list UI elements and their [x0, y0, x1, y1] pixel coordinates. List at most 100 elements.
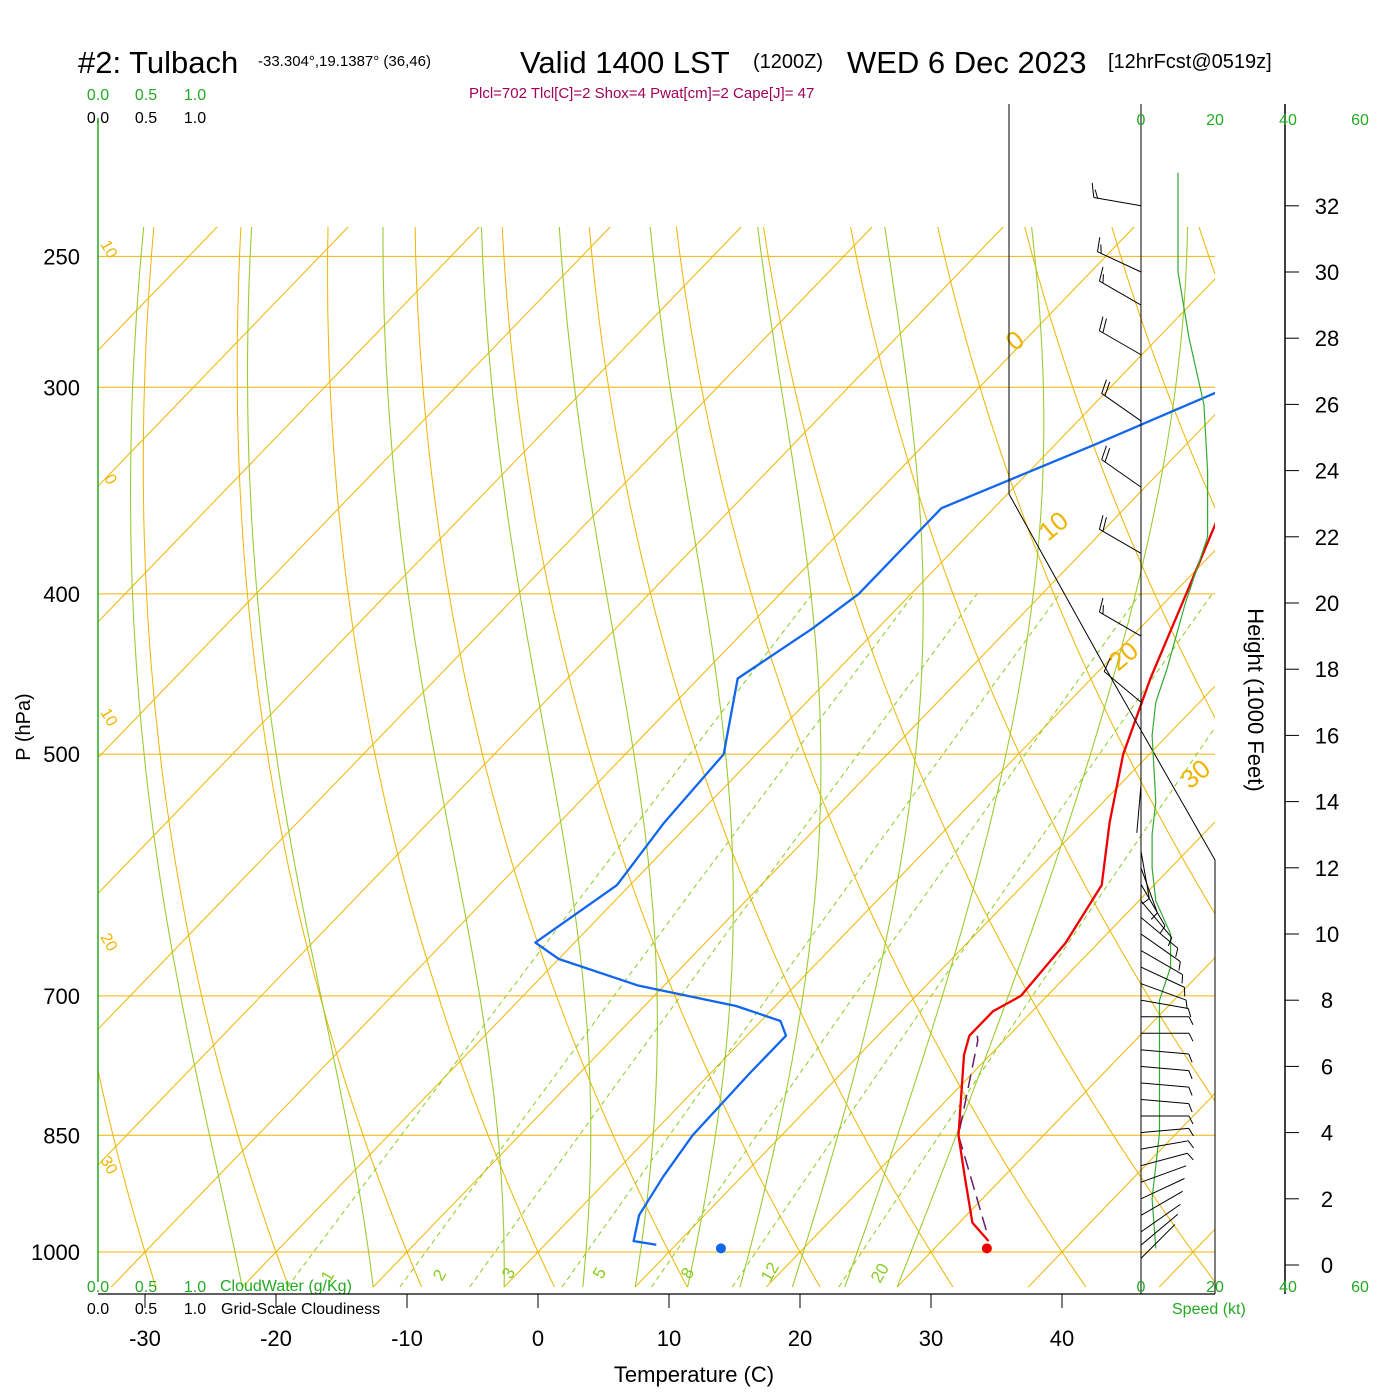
mixing-ratio-line: [838, 726, 1215, 1288]
forecast-label: [12hrFcst@0519z]: [1108, 51, 1272, 73]
wind-barb-feather: [1181, 974, 1184, 984]
cloudiness-tick-bottom: 0.5: [135, 1301, 157, 1318]
moist-adiabat-line: [382, 227, 505, 1287]
cloudiness-tick-bottom: 1.0: [184, 1301, 206, 1318]
dry-adiabat-line: [1373, 227, 1400, 1287]
wind-barb-feather: [1188, 1103, 1193, 1113]
wind-barb-staff: [1101, 393, 1142, 422]
isotherm-label: 30: [97, 1154, 121, 1178]
wind-barb-feather: [1098, 597, 1104, 613]
mixing-ratio-line: [287, 593, 813, 1288]
sounding-profiles: [534, 391, 1215, 1254]
wind-barb-feather: [1104, 447, 1111, 463]
wind-barb: [1140, 1082, 1193, 1096]
height-axis-label: Height (1000 Feet): [1243, 608, 1268, 791]
moist-adiabat-line: [739, 226, 822, 1288]
wind-barb-feather: [1188, 1033, 1194, 1042]
wind-barb-staff: [1140, 1190, 1183, 1216]
mixing-ratio-label: 2: [429, 1266, 450, 1284]
wind-barb: [1141, 1032, 1194, 1042]
dry-adiabat-label: 0: [1000, 324, 1030, 356]
wind-barb-feather: [1175, 948, 1179, 958]
x-axis-label: Temperature (C): [614, 1362, 774, 1387]
height-tick-label: 8: [1321, 988, 1333, 1013]
mixing-ratio-label: 20: [867, 1260, 893, 1286]
dry-adiabat-line: [1198, 226, 1215, 276]
valid-date: WED 6 Dec 2023: [847, 45, 1087, 80]
wind-barb-staff: [1140, 999, 1189, 1010]
wind-barb: [1140, 1099, 1193, 1113]
wind-barb-staff: [1101, 459, 1142, 488]
height-tick-label: 16: [1315, 723, 1339, 748]
isotherm-label: 10: [97, 238, 121, 262]
wind-barb-feather: [1178, 961, 1181, 971]
wind-barb: [1140, 950, 1184, 984]
wind-barb-feather: [1102, 605, 1104, 615]
dry-adiabat-line: [937, 226, 1215, 915]
wind-barb-staff: [1099, 280, 1142, 306]
wind-barb-feather: [1187, 1008, 1192, 1018]
dry-adiabat-line: [850, 226, 1215, 1102]
dry-adiabat-line: [1286, 227, 1400, 1287]
wind-barb-feather: [1091, 182, 1095, 198]
temperature-line: [957, 522, 1215, 1242]
moist-adiabat-line: [649, 226, 734, 1288]
wind-barb-staff: [1140, 966, 1185, 988]
wind-barb-staff: [1140, 1140, 1189, 1150]
x-tick-label: 30: [919, 1326, 943, 1351]
wind-barb-staff: [1140, 917, 1179, 949]
speed-tick-bottom: 40: [1279, 1279, 1297, 1296]
wind-barb: [1140, 1165, 1187, 1183]
wind-barb: [1098, 266, 1142, 306]
wind-barb-feather: [1102, 274, 1104, 284]
wind-barb-staff: [1140, 1213, 1179, 1246]
moist-adiabat-line: [480, 226, 592, 1288]
height-tick-label: 6: [1321, 1054, 1333, 1079]
wind-barb-staff: [1140, 1152, 1188, 1167]
wind-barb-feather: [1102, 517, 1107, 532]
wind-barb: [1098, 316, 1142, 356]
isotherm-line: [765, 821, 1215, 1288]
height-tick-label: 10: [1315, 922, 1339, 947]
wind-barb-feather: [1188, 1053, 1193, 1063]
wind-barb-feather: [1101, 379, 1107, 394]
wind-barb-feather: [1188, 1086, 1193, 1096]
wind-barb-staff: [1140, 867, 1158, 914]
mixing-ratio-label: 3: [498, 1264, 519, 1282]
wind-barb-feather: [1188, 1128, 1194, 1137]
dry-adiabat-line: [327, 226, 555, 1288]
wind-barb-feather: [1094, 189, 1099, 199]
wind-barb: [1140, 1152, 1194, 1167]
isotherm-line: [98, 226, 349, 487]
wind-barb-staff: [1093, 196, 1142, 207]
wind-barb-staff: [1099, 611, 1142, 637]
wind-barb: [1103, 657, 1142, 703]
valid-time: Valid 1400 LST: [520, 45, 730, 80]
wind-barb: [1140, 884, 1166, 934]
wind-barb-feather: [1104, 381, 1111, 396]
height-tick-label: 14: [1315, 790, 1339, 815]
mixing-ratio-line: [731, 593, 1213, 1288]
wind-barb-feather: [1186, 1152, 1194, 1161]
dry-adiabat-line: [1024, 226, 1215, 719]
wind-barb-staff: [1140, 1065, 1189, 1072]
wind-barb: [1140, 966, 1186, 997]
mixing-ratio-line: [651, 593, 1141, 1288]
height-tick-label: 4: [1321, 1121, 1333, 1146]
wind-barb-staff: [1140, 1082, 1189, 1088]
wind-barb-staff: [1099, 330, 1142, 356]
mixing-ratio-line: [469, 593, 978, 1288]
wind-barb: [1098, 515, 1142, 554]
isotherm-line: [1027, 1092, 1215, 1288]
wind-barb-feather: [1188, 1070, 1193, 1080]
wind-barb: [1140, 999, 1192, 1018]
speed-tick-bottom: 20: [1206, 1279, 1224, 1296]
isotherm-line: [98, 226, 611, 759]
wind-barb-staff: [1140, 1049, 1189, 1055]
pressure-label: 400: [43, 582, 80, 607]
wind-panel: 0246810121416182022242628303200202040406…: [1091, 104, 1369, 1296]
background-lines: [98, 226, 1400, 1288]
wind-barb-staff: [1140, 1127, 1189, 1134]
moist-adiabat-line: [896, 226, 1189, 1288]
